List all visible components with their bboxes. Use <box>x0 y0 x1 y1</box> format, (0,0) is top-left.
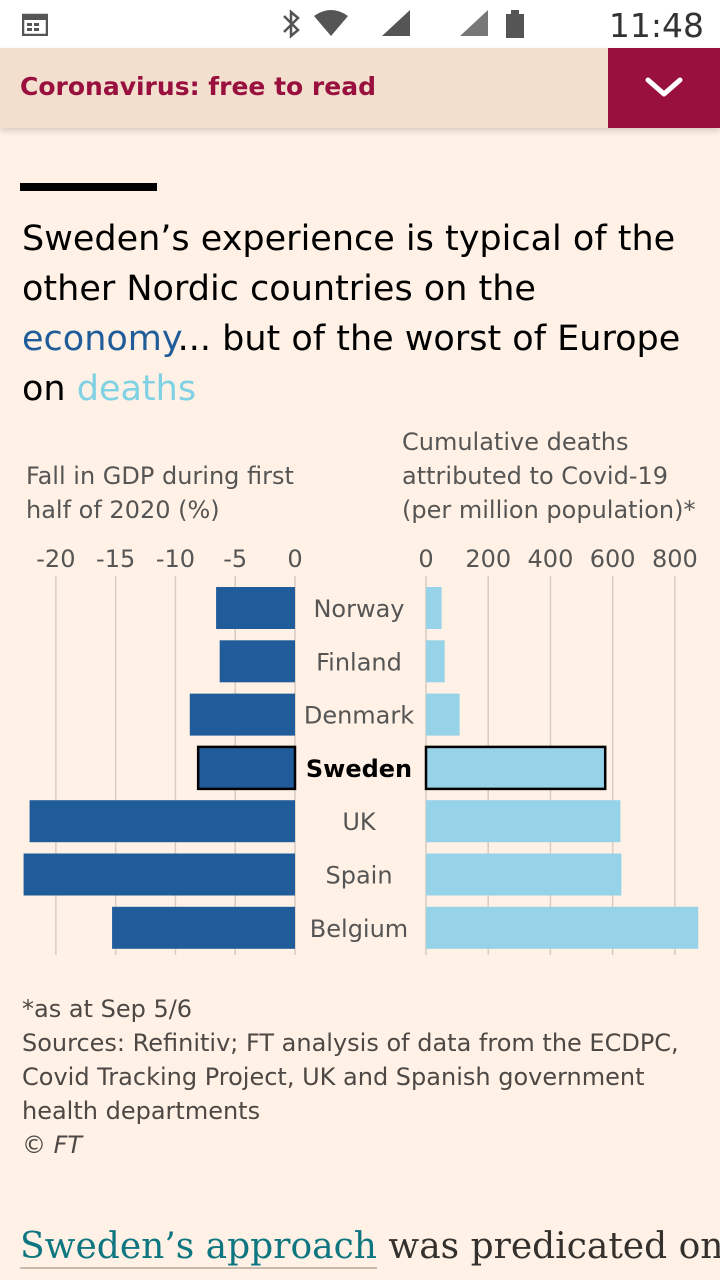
headline-text-1: Sweden’s experience is typical of the ot… <box>22 219 676 309</box>
gdp-axis-title-line-2: half of 2020 (%) <box>26 496 220 524</box>
deaths-bar <box>426 693 460 736</box>
gdp-bar <box>29 800 296 843</box>
category-label: Spain <box>325 862 392 890</box>
bluetooth-icon <box>283 9 300 39</box>
category-label: Norway <box>313 595 404 623</box>
deaths-bar <box>426 800 621 843</box>
headline-deaths: deaths <box>76 369 197 409</box>
calendar-icon <box>22 13 48 36</box>
article-link[interactable]: Sweden’s approach <box>20 1226 377 1269</box>
wifi-icon <box>314 10 348 36</box>
gdp-bar <box>216 587 295 629</box>
expand-banner-button[interactable] <box>608 48 720 128</box>
status-bar: 11:48 <box>0 0 720 48</box>
deaths-tick-label: 400 <box>528 545 574 573</box>
deaths-bar <box>426 640 445 683</box>
footnote-line-1: *as at Sep 5/6 <box>22 995 193 1023</box>
chart-footnote: *as at Sep 5/6 Sources: Refinitiv; FT an… <box>22 992 712 1162</box>
category-label: Sweden <box>306 755 412 783</box>
deaths-tick-label: 200 <box>465 545 511 573</box>
footnote-line-3: Covid Tracking Project, UK and Spanish g… <box>22 1063 645 1091</box>
category-label: Finland <box>316 648 402 676</box>
gdp-tick-label: -5 <box>223 545 247 573</box>
gdp-bar <box>219 640 295 683</box>
footnote-line-2: Sources: Refinitiv; FT analysis of data … <box>22 1029 679 1057</box>
footnote-line-5: © FT <box>22 1131 83 1159</box>
footnote-line-4: health departments <box>22 1097 261 1125</box>
gdp-bar <box>23 853 296 896</box>
deaths-bar <box>426 906 699 949</box>
banner-title[interactable]: Coronavirus: free to read <box>20 72 376 101</box>
signal-icon-2 <box>460 10 488 36</box>
deaths-axis-title-line-2: attributed to Covid-19 <box>402 462 669 490</box>
category-label: UK <box>342 808 377 836</box>
butterfly-chart: -20 -15 -10 -5 0 0 200 400 600 800 Norway Finland De… <box>23 545 699 955</box>
article-body: Sweden’s approach was predicated on <box>20 1226 720 1269</box>
deaths-bar <box>426 853 622 896</box>
gdp-bar <box>112 906 295 949</box>
deaths-axis-title: Cumulative deaths attributed to Covid-19… <box>402 425 696 527</box>
chart-headline: Sweden’s experience is typical of the ot… <box>22 214 712 414</box>
deaths-tick-label: 600 <box>590 545 636 573</box>
headline-text-2: ... but of the worst of Europe on <box>22 319 681 409</box>
gdp-tick-label: -20 <box>36 545 75 573</box>
deaths-bar <box>424 745 607 791</box>
chevron-down-icon <box>645 77 683 97</box>
free-to-read-banner[interactable]: Coronavirus: free to read <box>0 48 720 128</box>
status-time: 11:48 <box>608 6 704 45</box>
gdp-bar <box>189 693 295 736</box>
deaths-axis-title-line-1: Cumulative deaths <box>402 428 629 456</box>
gdp-tick-label: -10 <box>156 545 195 573</box>
headline-rule <box>20 183 157 191</box>
system-icons <box>283 9 524 39</box>
category-label: Belgium <box>310 915 408 943</box>
gdp-axis-title-line-1: Fall in GDP during first <box>26 462 294 490</box>
headline-economy: economy <box>22 319 178 359</box>
gdp-tick-label: 0 <box>287 545 302 573</box>
article-text: was predicated on <box>376 1226 720 1267</box>
deaths-bar <box>426 587 442 629</box>
battery-icon <box>506 10 524 38</box>
gdp-axis-title: Fall in GDP during first half of 2020 (%… <box>26 459 294 527</box>
deaths-tick-label: 0 <box>418 545 433 573</box>
deaths-axis-title-line-3: (per million population)* <box>402 496 696 524</box>
gdp-tick-label: -15 <box>96 545 135 573</box>
category-label: Denmark <box>304 702 414 730</box>
deaths-tick-label: 800 <box>652 545 698 573</box>
gdp-bar <box>196 745 297 791</box>
signal-icon <box>382 10 410 36</box>
